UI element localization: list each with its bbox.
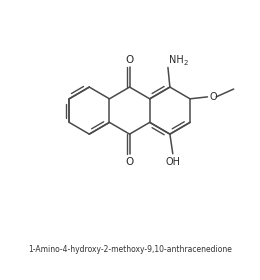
Text: 1-Amino-4-hydroxy-2-methoxy-9,10-anthracenedione: 1-Amino-4-hydroxy-2-methoxy-9,10-anthrac… [28,245,232,254]
Text: 2: 2 [184,60,188,66]
Text: OH: OH [165,157,180,167]
Text: NH: NH [169,55,184,64]
Text: O: O [126,157,134,167]
Text: O: O [126,55,134,64]
Text: O: O [209,92,217,102]
